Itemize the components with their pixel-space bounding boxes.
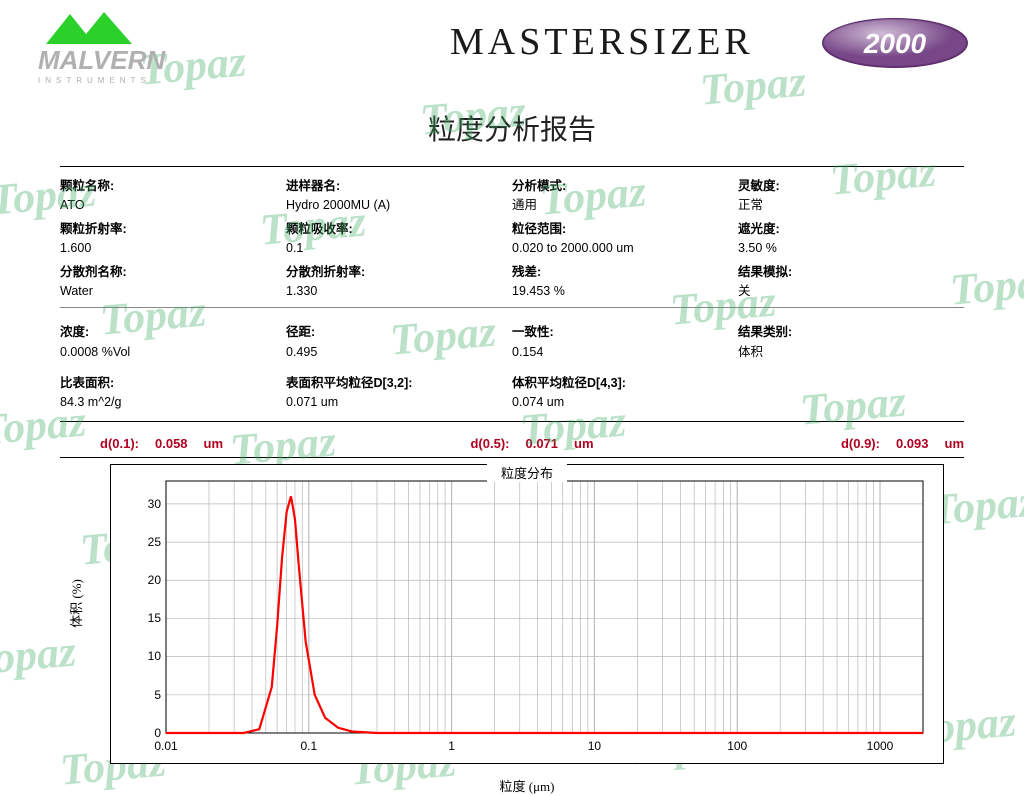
x-tick: 1000 (867, 739, 894, 753)
param-label: 比表面积: (60, 374, 278, 393)
product-name: MASTERSIZER (450, 20, 754, 64)
plot-area: 0510152025300.010.11101001000 (166, 481, 923, 733)
y-tick: 5 (126, 688, 161, 702)
d05-unit: um (574, 436, 594, 451)
param-cell: 进样器名:Hydro 2000MU (A) (286, 177, 512, 216)
param-label: 颗粒吸收率: (286, 220, 504, 239)
param-value: 84.3 m^2/g (60, 393, 278, 412)
param-label: 灵敏度: (738, 177, 956, 196)
x-tick: 100 (727, 739, 747, 753)
d09-unit: um (945, 436, 965, 451)
mountain-icon (38, 10, 138, 46)
badge-2000: 2000 (820, 15, 970, 76)
d09-value: 0.093 (896, 436, 929, 451)
param-value: 0.0008 %Vol (60, 343, 278, 362)
param-cell: 浓度:0.0008 %Vol (60, 323, 286, 362)
param-value: ATO (60, 196, 278, 215)
brand-text: MALVERN (38, 45, 165, 76)
param-label: 粒径范围: (512, 220, 730, 239)
param-cell: 比表面积:84.3 m^2/g (60, 374, 286, 413)
param-cell: 分散剂折射率:1.330 (286, 263, 512, 302)
param-label: 径距: (286, 323, 504, 342)
x-tick: 10 (588, 739, 601, 753)
y-tick: 30 (126, 497, 161, 511)
param-label: 遮光度: (738, 220, 956, 239)
y-tick: 0 (126, 726, 161, 740)
param-label: 颗粒折射率: (60, 220, 278, 239)
param-value: Hydro 2000MU (A) (286, 196, 504, 215)
d05-value: 0.071 (525, 436, 558, 451)
d09-label: d(0.9): (841, 436, 880, 451)
y-axis-label: 体积 (%) (66, 579, 85, 628)
brand-subtext: INSTRUMENTS (38, 76, 165, 85)
param-cell: 分析模式:通用 (512, 177, 738, 216)
param-cell: 体积平均粒径D[4,3]:0.074 um (512, 374, 738, 413)
param-value: 1.330 (286, 282, 504, 301)
x-axis-label: 粒度 (μm) (111, 776, 943, 795)
param-cell: 一致性:0.154 (512, 323, 738, 362)
param-label: 结果模拟: (738, 263, 956, 282)
param-value: 关 (738, 282, 956, 301)
param-value: 0.071 um (286, 393, 504, 412)
svg-text:2000: 2000 (863, 28, 927, 59)
param-label: 表面积平均粒径D[3,2]: (286, 374, 504, 393)
param-label: 一致性: (512, 323, 730, 342)
param-cell (738, 374, 964, 413)
param-cell: 结果模拟:关 (738, 263, 964, 302)
param-value: 0.1 (286, 239, 504, 258)
param-value: 通用 (512, 196, 730, 215)
percentiles-row: d(0.1): 0.058 um d(0.5): 0.071 um d(0.9)… (60, 430, 964, 458)
param-cell: 遮光度:3.50 % (738, 220, 964, 259)
y-tick: 10 (126, 649, 161, 663)
param-cell: 颗粒吸收率:0.1 (286, 220, 512, 259)
y-tick: 20 (126, 573, 161, 587)
param-label: 残差: (512, 263, 730, 282)
param-cell: 颗粒折射率:1.600 (60, 220, 286, 259)
param-label: 浓度: (60, 323, 278, 342)
params-block: 颗粒名称:ATO进样器名:Hydro 2000MU (A)分析模式:通用灵敏度:… (60, 166, 964, 422)
d01-label: d(0.1): (100, 436, 139, 451)
param-label: 进样器名: (286, 177, 504, 196)
report-title: 粒度分析报告 (0, 108, 1024, 148)
param-cell: 分散剂名称:Water (60, 263, 286, 302)
d01-unit: um (204, 436, 224, 451)
param-value: 0.020 to 2000.000 um (512, 239, 730, 258)
param-label: 分散剂折射率: (286, 263, 504, 282)
param-value: Water (60, 282, 278, 301)
param-value: 0.154 (512, 343, 730, 362)
y-tick: 25 (126, 535, 161, 549)
param-cell: 径距:0.495 (286, 323, 512, 362)
d05-label: d(0.5): (470, 436, 509, 451)
malvern-logo: MALVERN INSTRUMENTS (38, 10, 165, 85)
param-value: 体积 (738, 343, 956, 362)
param-value: 0.495 (286, 343, 504, 362)
param-value: 正常 (738, 196, 956, 215)
param-label: 分析模式: (512, 177, 730, 196)
param-label: 颗粒名称: (60, 177, 278, 196)
param-cell: 结果类别:体积 (738, 323, 964, 362)
watermark: Topaz (0, 625, 78, 685)
param-cell: 灵敏度:正常 (738, 177, 964, 216)
param-label: 分散剂名称: (60, 263, 278, 282)
param-cell: 表面积平均粒径D[3,2]:0.071 um (286, 374, 512, 413)
param-cell: 残差:19.453 % (512, 263, 738, 302)
d01-value: 0.058 (155, 436, 188, 451)
header: MALVERN INSTRUMENTS MASTERSIZER 2000 (0, 0, 1024, 90)
param-value: 19.453 % (512, 282, 730, 301)
param-value: 1.600 (60, 239, 278, 258)
param-value: 3.50 % (738, 239, 956, 258)
x-tick: 0.01 (154, 739, 177, 753)
chart: 粒度分布 体积 (%) 粒度 (μm) 0510152025300.010.11… (110, 464, 944, 764)
y-tick: 15 (126, 611, 161, 625)
param-cell: 颗粒名称:ATO (60, 177, 286, 216)
chart-title: 粒度分布 (487, 463, 567, 482)
x-tick: 0.1 (300, 739, 317, 753)
x-tick: 1 (448, 739, 455, 753)
param-label: 体积平均粒径D[4,3]: (512, 374, 730, 393)
param-value: 0.074 um (512, 393, 730, 412)
param-label: 结果类别: (738, 323, 956, 342)
param-cell: 粒径范围:0.020 to 2000.000 um (512, 220, 738, 259)
